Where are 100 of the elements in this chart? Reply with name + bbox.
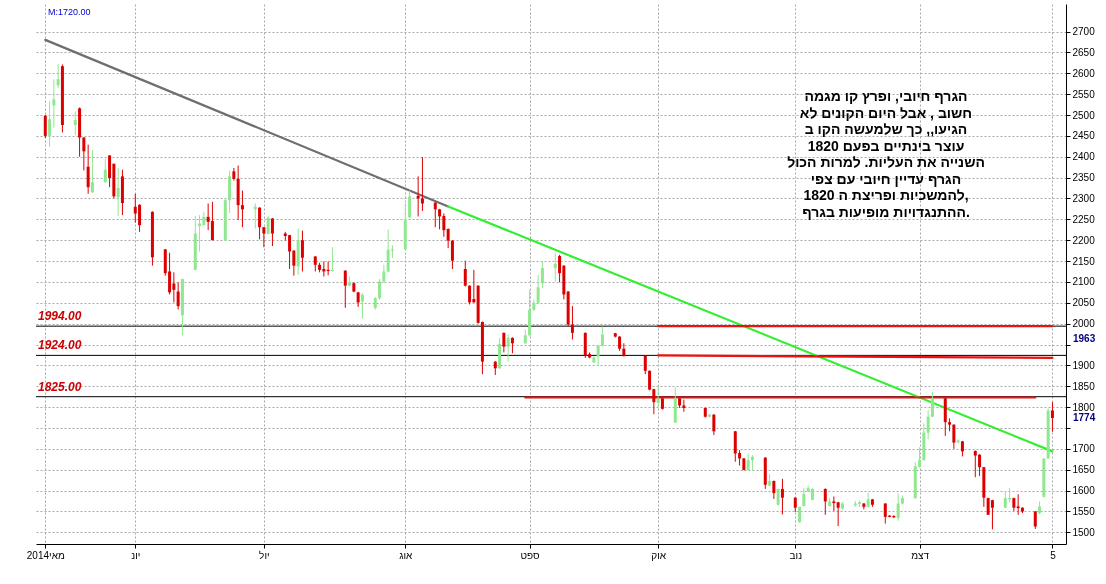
candlestick	[382, 264, 386, 284]
y-tick-label: 2700	[1072, 26, 1096, 38]
candlestick	[300, 230, 304, 272]
candlestick	[570, 305, 574, 341]
y-tick-label: 2350	[1072, 172, 1096, 184]
y-tick-label: 1500	[1072, 526, 1096, 538]
candlestick	[583, 331, 587, 359]
x-tick-label: מאי2014	[26, 549, 65, 561]
candlestick	[56, 63, 60, 89]
candlestick	[506, 334, 510, 363]
candlestick	[103, 158, 107, 184]
ref-line-label: 1924.00	[38, 338, 82, 353]
ref-line-label: 1994.00	[38, 309, 82, 324]
candlestick	[43, 114, 47, 139]
candlestick	[433, 201, 437, 228]
ref-line-label: 1825.00	[38, 379, 82, 394]
candlestick	[292, 249, 296, 277]
y-tick-label: 2300	[1072, 192, 1096, 204]
candlestick	[930, 391, 934, 418]
candlestick	[138, 203, 142, 233]
candlestick	[228, 170, 232, 214]
y-tick-label: 2200	[1072, 234, 1096, 246]
y-tick-label: 1900	[1072, 359, 1096, 371]
y-tick-label: 2400	[1072, 151, 1096, 163]
candlestick	[472, 269, 476, 304]
candlestick	[168, 252, 172, 295]
candlestick	[836, 501, 840, 527]
candlestick	[1050, 401, 1054, 433]
y-tick-label: 1850	[1072, 380, 1096, 392]
y-tick-label: 1700	[1072, 443, 1096, 455]
candlestick	[468, 284, 472, 305]
candlestick	[258, 206, 262, 240]
candlestick	[378, 278, 382, 301]
candlestick	[270, 217, 274, 247]
y-tick-label: 1800	[1072, 401, 1096, 413]
candlestick	[343, 269, 347, 309]
candlestick	[952, 423, 956, 450]
candlestick	[82, 136, 86, 172]
y-tick-label: 2550	[1072, 88, 1096, 100]
candlestick	[746, 452, 750, 472]
y-tick-label: 2150	[1072, 255, 1096, 267]
candlestick	[463, 260, 467, 288]
candlestick	[978, 453, 982, 477]
candlestick	[643, 354, 647, 375]
candlestick	[733, 430, 737, 463]
candlestick	[823, 488, 827, 516]
y-tick-label: 2450	[1072, 130, 1096, 142]
candlestick	[420, 156, 424, 212]
candlestick	[48, 100, 52, 148]
candlestick	[360, 292, 364, 320]
candlestick	[780, 478, 784, 515]
candlestick	[712, 413, 716, 436]
candlestick	[73, 111, 77, 136]
candlestick	[133, 193, 137, 224]
x-tick-label: 5	[1050, 549, 1057, 561]
annotation: הגרף חיובי, ופרץ קו מגמה חשוב , אבל היום הקונים לא הגיעו,, כך שלמעשה הקו ב 1820 עוצר בינתיים בפעם השנייה את העליות. למרות הכול הגרף עדיין חיובי עם צפי להמשכיות ופריצת ה 1820, ההתנגדויות מופיעות בגרף.	[787, 88, 985, 220]
y-tick-label: 2000	[1072, 318, 1096, 330]
candlestick	[502, 331, 506, 353]
candlestick	[86, 144, 90, 195]
y-tick-label: 2050	[1072, 297, 1096, 309]
candlestick	[622, 342, 626, 358]
candlestick	[288, 234, 292, 270]
candlestick	[240, 190, 244, 228]
annotation: M:1720.00	[48, 7, 91, 17]
candlestick	[386, 228, 390, 273]
candlestick	[990, 499, 994, 530]
candlestick	[90, 149, 94, 194]
candlestick	[210, 201, 214, 241]
y-tick-label: 1650	[1072, 464, 1096, 476]
candlestick	[532, 298, 536, 312]
candlestick	[116, 167, 120, 217]
candlestick	[926, 409, 930, 440]
candlestick	[832, 495, 836, 512]
x-tick-label: יונ	[131, 549, 141, 561]
x-tick-label: דצמ	[911, 549, 930, 561]
y-tick-label: 1600	[1072, 485, 1096, 497]
candlestick	[862, 502, 866, 510]
y-tick-label: 1550	[1072, 505, 1096, 517]
candlestick	[553, 252, 557, 283]
candlestick	[442, 212, 446, 238]
candlestick	[682, 399, 686, 413]
y-tick-label: 2500	[1072, 109, 1096, 121]
text: 1774	[1073, 412, 1096, 423]
x-tick-label: אוג	[399, 549, 414, 561]
candlestick	[1016, 493, 1020, 516]
y-tick-label: 2100	[1072, 276, 1096, 288]
y-tick-label: 2600	[1072, 67, 1096, 79]
candlestick	[176, 281, 180, 310]
y-tick-label: 2250	[1072, 213, 1096, 225]
candlestick	[408, 190, 412, 219]
candlestick	[973, 450, 977, 478]
x-tick-label: יול	[259, 549, 270, 561]
x-tick-label: ספט	[520, 549, 541, 561]
candlestick	[896, 493, 900, 522]
x-tick-label: אוק	[651, 549, 667, 561]
candlestick	[656, 385, 660, 408]
candlestick	[540, 260, 544, 289]
candlestick	[172, 271, 176, 303]
candlestick	[943, 397, 947, 437]
candlestick	[536, 274, 540, 305]
